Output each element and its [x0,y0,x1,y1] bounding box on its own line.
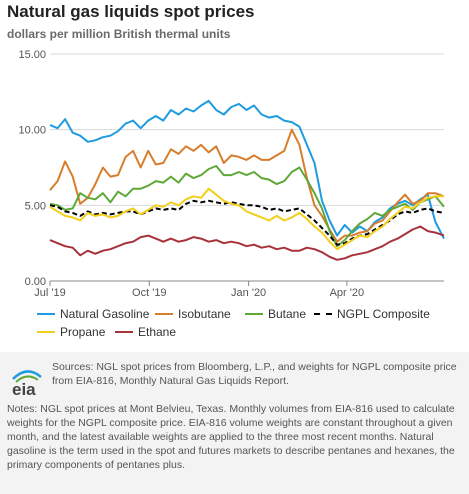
y-tick-label: 10.00 [18,125,46,137]
x-tick-label: Apr '20 [330,287,365,299]
legend-swatch [245,313,263,315]
footer-background [0,352,469,494]
y-tick-label: 15.00 [18,49,46,61]
legend-item-ethane[interactable]: Ethane [115,323,176,341]
legend-label: Butane [268,307,307,321]
legend-swatch [314,313,332,315]
series-line-natural-gasoline [49,99,445,240]
legend-label: Isobutane [178,307,231,321]
legend-row-1: Natural Gasoline Isobutane Butane NGPL C… [37,305,457,323]
legend-item-ngpl-composite[interactable]: NGPL Composite [314,305,430,323]
y-tick-label: 5.00 [25,200,46,212]
legend-item-butane[interactable]: Butane [245,305,306,323]
legend-label: NGPL Composite [337,307,430,321]
series-line-butane [49,165,445,248]
logo-text: eia [12,380,36,399]
legend-item-propane[interactable]: Propane [37,323,105,341]
axis-layer: 0.00 5.00 10.00 15.00 Jul '19 Oct '19 Jan '20 A… [18,49,444,299]
legend-swatch [37,331,55,333]
series-line-ethane [49,225,445,261]
x-tick-label: Oct '19 [132,287,167,299]
legend-item-natural-gasoline[interactable]: Natural Gasoline [37,305,149,323]
grid-layer [50,53,444,206]
legend: Natural Gasoline Isobutane Butane NGPL C… [37,305,457,341]
legend-swatch [155,313,173,315]
series-layer [49,99,445,261]
series-line-isobutane [49,128,445,243]
legend-swatch [115,331,133,333]
notes-text: Notes: NGL spot prices at Mont Belvieu, … [7,403,455,471]
chart-subtitle: dollars per million British thermal unit… [7,27,231,41]
series-line-propane [49,187,444,251]
legend-label: Natural Gasoline [60,307,150,321]
chart-title: Natural gas liquids spot prices [7,2,255,21]
legend-row-2: Propane Ethane [37,323,457,341]
legend-item-isobutane[interactable]: Isobutane [155,305,231,323]
legend-label: Propane [60,325,106,339]
legend-label: Ethane [138,325,177,339]
y-tick-label: 0.00 [25,276,46,288]
legend-swatch [37,313,55,315]
x-tick-label: Jul '19 [34,287,65,299]
sources-text: Sources: NGL spot prices from Bloomberg,… [52,361,457,387]
eia-logo: eia [12,370,42,399]
chart-svg: 0.00 5.00 10.00 15.00 Jul '19 Oct '19 Jan '20 A… [18,49,445,299]
x-tick-label: Jan '20 [231,287,266,299]
